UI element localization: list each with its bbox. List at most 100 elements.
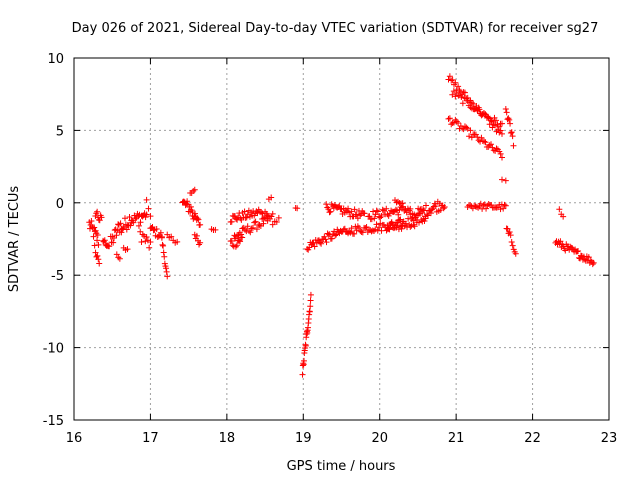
data-point — [499, 120, 505, 127]
data-point — [493, 145, 500, 152]
data-point — [441, 204, 448, 211]
data-point — [386, 226, 393, 233]
data-point — [407, 205, 414, 212]
data-point — [373, 207, 380, 214]
data-point — [363, 224, 370, 231]
data-point — [155, 233, 162, 240]
data-point — [450, 88, 457, 95]
data-point — [251, 219, 258, 226]
data-point — [117, 220, 124, 227]
data-point — [348, 208, 355, 215]
data-point — [464, 97, 471, 104]
y-tick-label: 0 — [56, 197, 64, 212]
data-point — [294, 205, 301, 212]
data-point — [475, 137, 482, 144]
data-point — [420, 206, 427, 213]
data-point — [323, 239, 330, 246]
data-point — [470, 100, 477, 107]
data-point — [417, 206, 424, 213]
data-point — [383, 205, 390, 212]
data-points — [86, 73, 597, 378]
data-point — [197, 221, 204, 228]
data-point — [139, 213, 146, 220]
data-point — [247, 229, 254, 236]
data-point — [446, 115, 453, 122]
data-point — [306, 308, 313, 315]
data-point — [120, 225, 127, 232]
data-point — [269, 210, 276, 217]
data-point — [497, 150, 504, 157]
data-point — [449, 76, 456, 83]
data-point — [161, 260, 168, 267]
data-point — [474, 134, 481, 141]
data-point — [116, 255, 123, 262]
data-point — [512, 250, 519, 257]
data-point — [113, 251, 120, 258]
data-point — [332, 232, 339, 239]
data-point — [482, 139, 489, 146]
data-point — [153, 226, 160, 233]
data-point — [459, 100, 466, 107]
data-point — [502, 106, 509, 113]
data-point — [321, 233, 328, 240]
data-point — [507, 232, 514, 239]
data-point — [560, 213, 567, 220]
data-point — [346, 228, 353, 235]
data-point — [163, 268, 170, 275]
data-point — [414, 216, 421, 223]
data-point — [481, 138, 488, 145]
data-point — [471, 202, 478, 209]
data-point — [490, 121, 497, 128]
data-point — [510, 142, 517, 149]
data-point — [299, 371, 306, 378]
data-point — [460, 89, 467, 96]
data-point — [174, 238, 181, 245]
data-point — [253, 226, 260, 233]
x-tick-label: 16 — [66, 431, 83, 446]
data-point — [228, 218, 235, 225]
data-point — [163, 265, 170, 272]
data-point — [503, 109, 510, 116]
data-point — [92, 212, 99, 219]
data-point — [402, 220, 409, 227]
data-point — [194, 215, 201, 222]
data-point — [92, 227, 99, 234]
data-point — [322, 236, 329, 243]
data-point — [110, 239, 117, 246]
data-point — [488, 201, 495, 208]
data-point — [453, 118, 460, 125]
data-point — [323, 201, 330, 208]
data-point — [132, 215, 139, 222]
data-point — [472, 131, 479, 138]
data-point — [489, 118, 496, 125]
data-point — [494, 126, 501, 133]
y-tick-label: 10 — [47, 52, 64, 67]
data-point — [452, 93, 459, 100]
data-point — [158, 233, 165, 240]
data-point — [268, 194, 275, 201]
data-point — [94, 231, 101, 238]
data-point — [115, 254, 122, 261]
data-point — [423, 202, 430, 209]
data-point — [147, 239, 154, 246]
data-point — [311, 243, 318, 250]
data-point — [127, 222, 134, 229]
data-point — [495, 123, 502, 130]
data-point — [328, 235, 335, 242]
data-point — [492, 117, 499, 124]
data-point — [137, 228, 144, 235]
x-tick-label: 21 — [448, 431, 465, 446]
data-point — [317, 239, 324, 246]
data-point — [397, 216, 404, 223]
data-point — [249, 224, 256, 231]
y-tick-label: -10 — [43, 342, 64, 357]
data-point — [326, 209, 333, 216]
axis-ticks: 16 17 18 19 20 21 22 23 -15 -10 -5 0 5 10 — [43, 52, 618, 446]
data-point — [452, 79, 459, 86]
data-point — [145, 205, 152, 212]
data-point — [89, 225, 96, 232]
data-point — [509, 133, 516, 140]
data-point — [502, 177, 509, 184]
data-point — [184, 198, 191, 205]
data-point — [508, 129, 515, 136]
